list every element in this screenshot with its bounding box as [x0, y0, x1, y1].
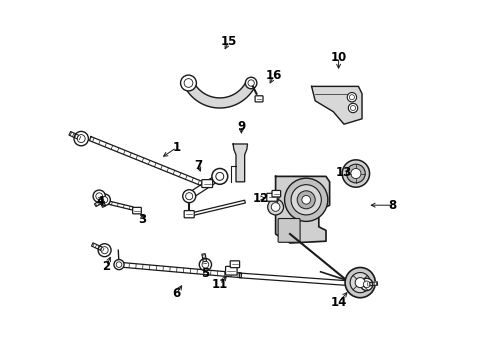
Polygon shape: [119, 262, 242, 278]
Circle shape: [101, 247, 108, 254]
Polygon shape: [233, 144, 247, 182]
Circle shape: [114, 260, 124, 270]
Text: 2: 2: [102, 260, 110, 273]
Circle shape: [355, 278, 365, 288]
Circle shape: [216, 172, 224, 180]
Circle shape: [345, 267, 375, 298]
Circle shape: [268, 199, 284, 215]
Circle shape: [184, 78, 193, 87]
Text: 14: 14: [330, 296, 347, 309]
Circle shape: [302, 195, 311, 204]
Text: 4: 4: [97, 195, 105, 208]
Text: 10: 10: [330, 51, 347, 64]
Text: 12: 12: [253, 192, 270, 204]
Text: 5: 5: [201, 267, 210, 280]
Circle shape: [297, 191, 315, 209]
Circle shape: [93, 190, 105, 202]
Circle shape: [361, 278, 373, 291]
Polygon shape: [240, 273, 366, 287]
Polygon shape: [98, 195, 105, 207]
Polygon shape: [312, 86, 362, 124]
Polygon shape: [109, 201, 133, 210]
Circle shape: [245, 77, 257, 89]
Circle shape: [248, 80, 254, 86]
Circle shape: [180, 75, 196, 91]
Polygon shape: [188, 174, 221, 199]
Circle shape: [363, 281, 370, 288]
Circle shape: [116, 262, 122, 267]
Polygon shape: [69, 131, 82, 140]
Circle shape: [96, 193, 102, 199]
Text: 7: 7: [194, 159, 202, 172]
Circle shape: [351, 168, 361, 179]
FancyBboxPatch shape: [202, 180, 213, 188]
Circle shape: [342, 160, 369, 187]
Text: 13: 13: [336, 166, 352, 179]
Circle shape: [199, 258, 212, 271]
Text: 11: 11: [212, 278, 228, 291]
Text: 15: 15: [220, 35, 237, 48]
Circle shape: [101, 197, 108, 203]
Text: 3: 3: [138, 213, 147, 226]
Circle shape: [183, 190, 196, 203]
Text: 8: 8: [389, 199, 397, 212]
FancyBboxPatch shape: [267, 193, 277, 201]
Polygon shape: [184, 81, 256, 108]
FancyBboxPatch shape: [230, 261, 240, 268]
FancyBboxPatch shape: [278, 219, 300, 242]
Circle shape: [98, 244, 111, 257]
Circle shape: [350, 273, 370, 293]
Circle shape: [271, 203, 280, 211]
Circle shape: [349, 95, 354, 100]
Circle shape: [186, 193, 193, 200]
Text: 1: 1: [172, 141, 181, 154]
Circle shape: [347, 93, 357, 102]
Circle shape: [99, 194, 110, 206]
Circle shape: [285, 178, 328, 221]
Polygon shape: [202, 254, 207, 265]
Polygon shape: [275, 176, 330, 243]
FancyBboxPatch shape: [133, 207, 141, 214]
Circle shape: [77, 135, 85, 143]
Circle shape: [348, 103, 358, 113]
FancyBboxPatch shape: [255, 96, 263, 102]
FancyBboxPatch shape: [184, 211, 194, 218]
Circle shape: [350, 105, 356, 111]
Polygon shape: [92, 243, 105, 252]
FancyBboxPatch shape: [225, 266, 237, 275]
Circle shape: [291, 185, 321, 215]
Polygon shape: [89, 136, 202, 186]
Text: 6: 6: [172, 287, 181, 300]
Circle shape: [346, 164, 365, 183]
Circle shape: [212, 168, 228, 184]
Polygon shape: [189, 200, 245, 216]
FancyBboxPatch shape: [272, 190, 281, 197]
Polygon shape: [95, 198, 105, 207]
Text: 9: 9: [237, 120, 245, 132]
Circle shape: [202, 261, 209, 268]
Text: 16: 16: [266, 69, 282, 82]
Polygon shape: [367, 282, 378, 286]
Circle shape: [74, 131, 88, 146]
